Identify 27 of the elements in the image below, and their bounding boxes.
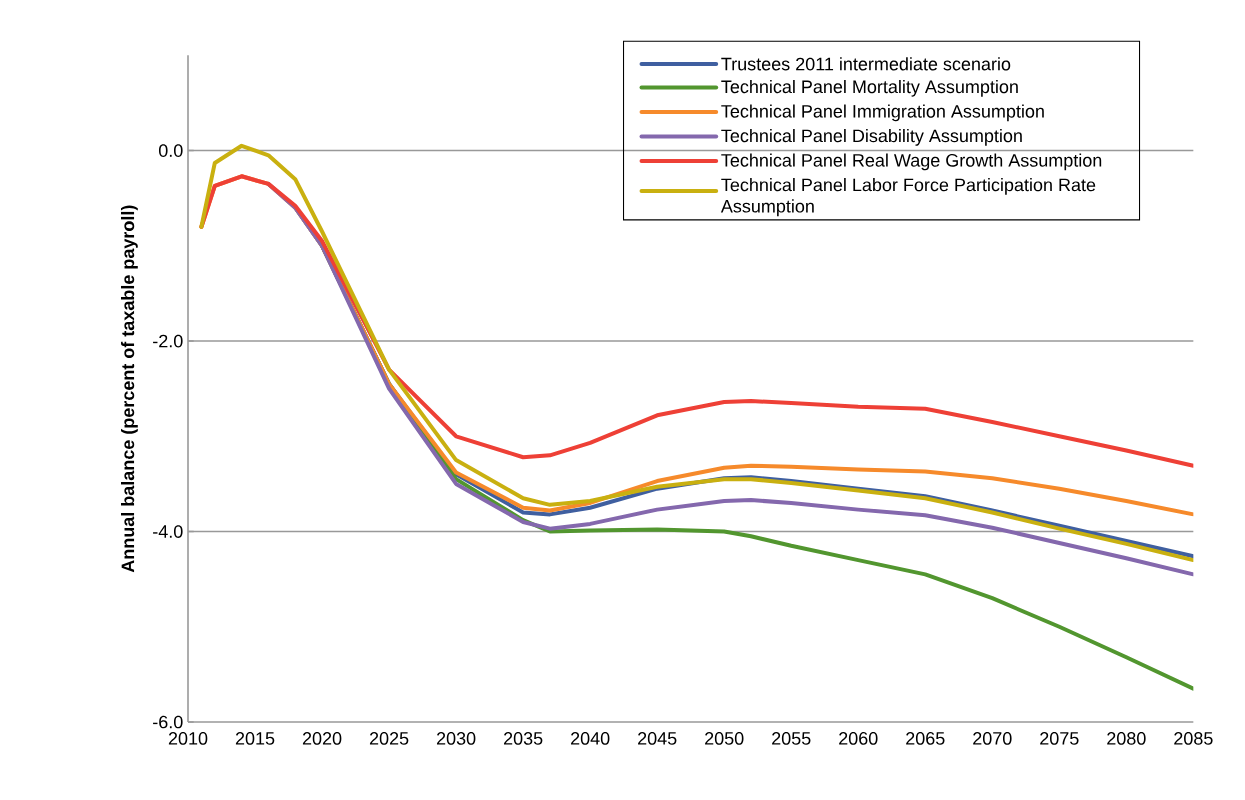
- legend-label: Technical Panel Mortality Assumption: [721, 79, 1018, 97]
- y-tick-label: 0.0: [158, 144, 183, 157]
- x-tick-label: 2055: [772, 732, 811, 745]
- legend-label: Technical Panel Disability Assumption: [721, 128, 1022, 146]
- legend-label: Technical Panel Immigration Assumption: [721, 104, 1044, 122]
- x-tick-label: 2010: [168, 732, 208, 745]
- y-tick-label: -4.0: [153, 525, 183, 538]
- x-tick-label: 2050: [705, 732, 744, 745]
- y-tick-label: -6.0: [153, 715, 183, 729]
- x-tick-label: 2085: [1174, 732, 1213, 745]
- x-tick-label: 2060: [839, 732, 878, 745]
- x-tick-label: 2080: [1107, 732, 1146, 745]
- x-tick-label: 2070: [973, 732, 1012, 745]
- legend-label: Technical Panel Real Wage Growth Assumption: [721, 153, 1102, 171]
- x-tick-label: 2015: [235, 732, 275, 745]
- x-tick-label: 2065: [906, 732, 945, 745]
- x-tick-label: 2025: [369, 732, 409, 745]
- x-tick-label: 2075: [1040, 732, 1079, 745]
- x-tick-label: 2040: [571, 732, 610, 745]
- x-tick-label: 2045: [638, 732, 677, 745]
- legend-label: Trustees 2011 intermediate scenario: [721, 57, 1011, 71]
- x-tick-label: 2030: [436, 732, 476, 745]
- y-axis-title: Annual balance (percent of taxable payroll): [121, 205, 138, 573]
- y-tick-label: -2.0: [153, 334, 183, 348]
- x-tick-label: 2035: [503, 732, 543, 745]
- legend-label: Technical Panel Labor Force Participation Rate Assumption: [720, 178, 1096, 217]
- x-tick-label: 2020: [302, 732, 342, 745]
